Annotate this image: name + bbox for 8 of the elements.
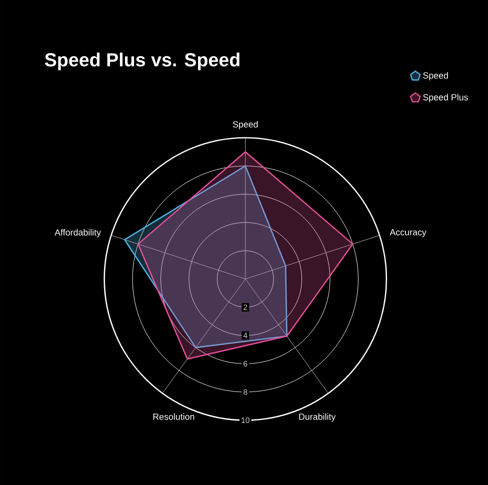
spoke-label: Accuracy (390, 229, 426, 238)
spoke-label: Affordability (54, 228, 101, 238)
chart-title: Speed Plus vs. Speed (44, 52, 240, 70)
spoke-label: Durability (299, 413, 336, 422)
spoke-label: Speed (232, 120, 258, 130)
legend-label: Speed (423, 72, 448, 80)
legend-label: Speed Plus (423, 94, 468, 102)
spoke-label: Resolution (153, 413, 194, 420)
